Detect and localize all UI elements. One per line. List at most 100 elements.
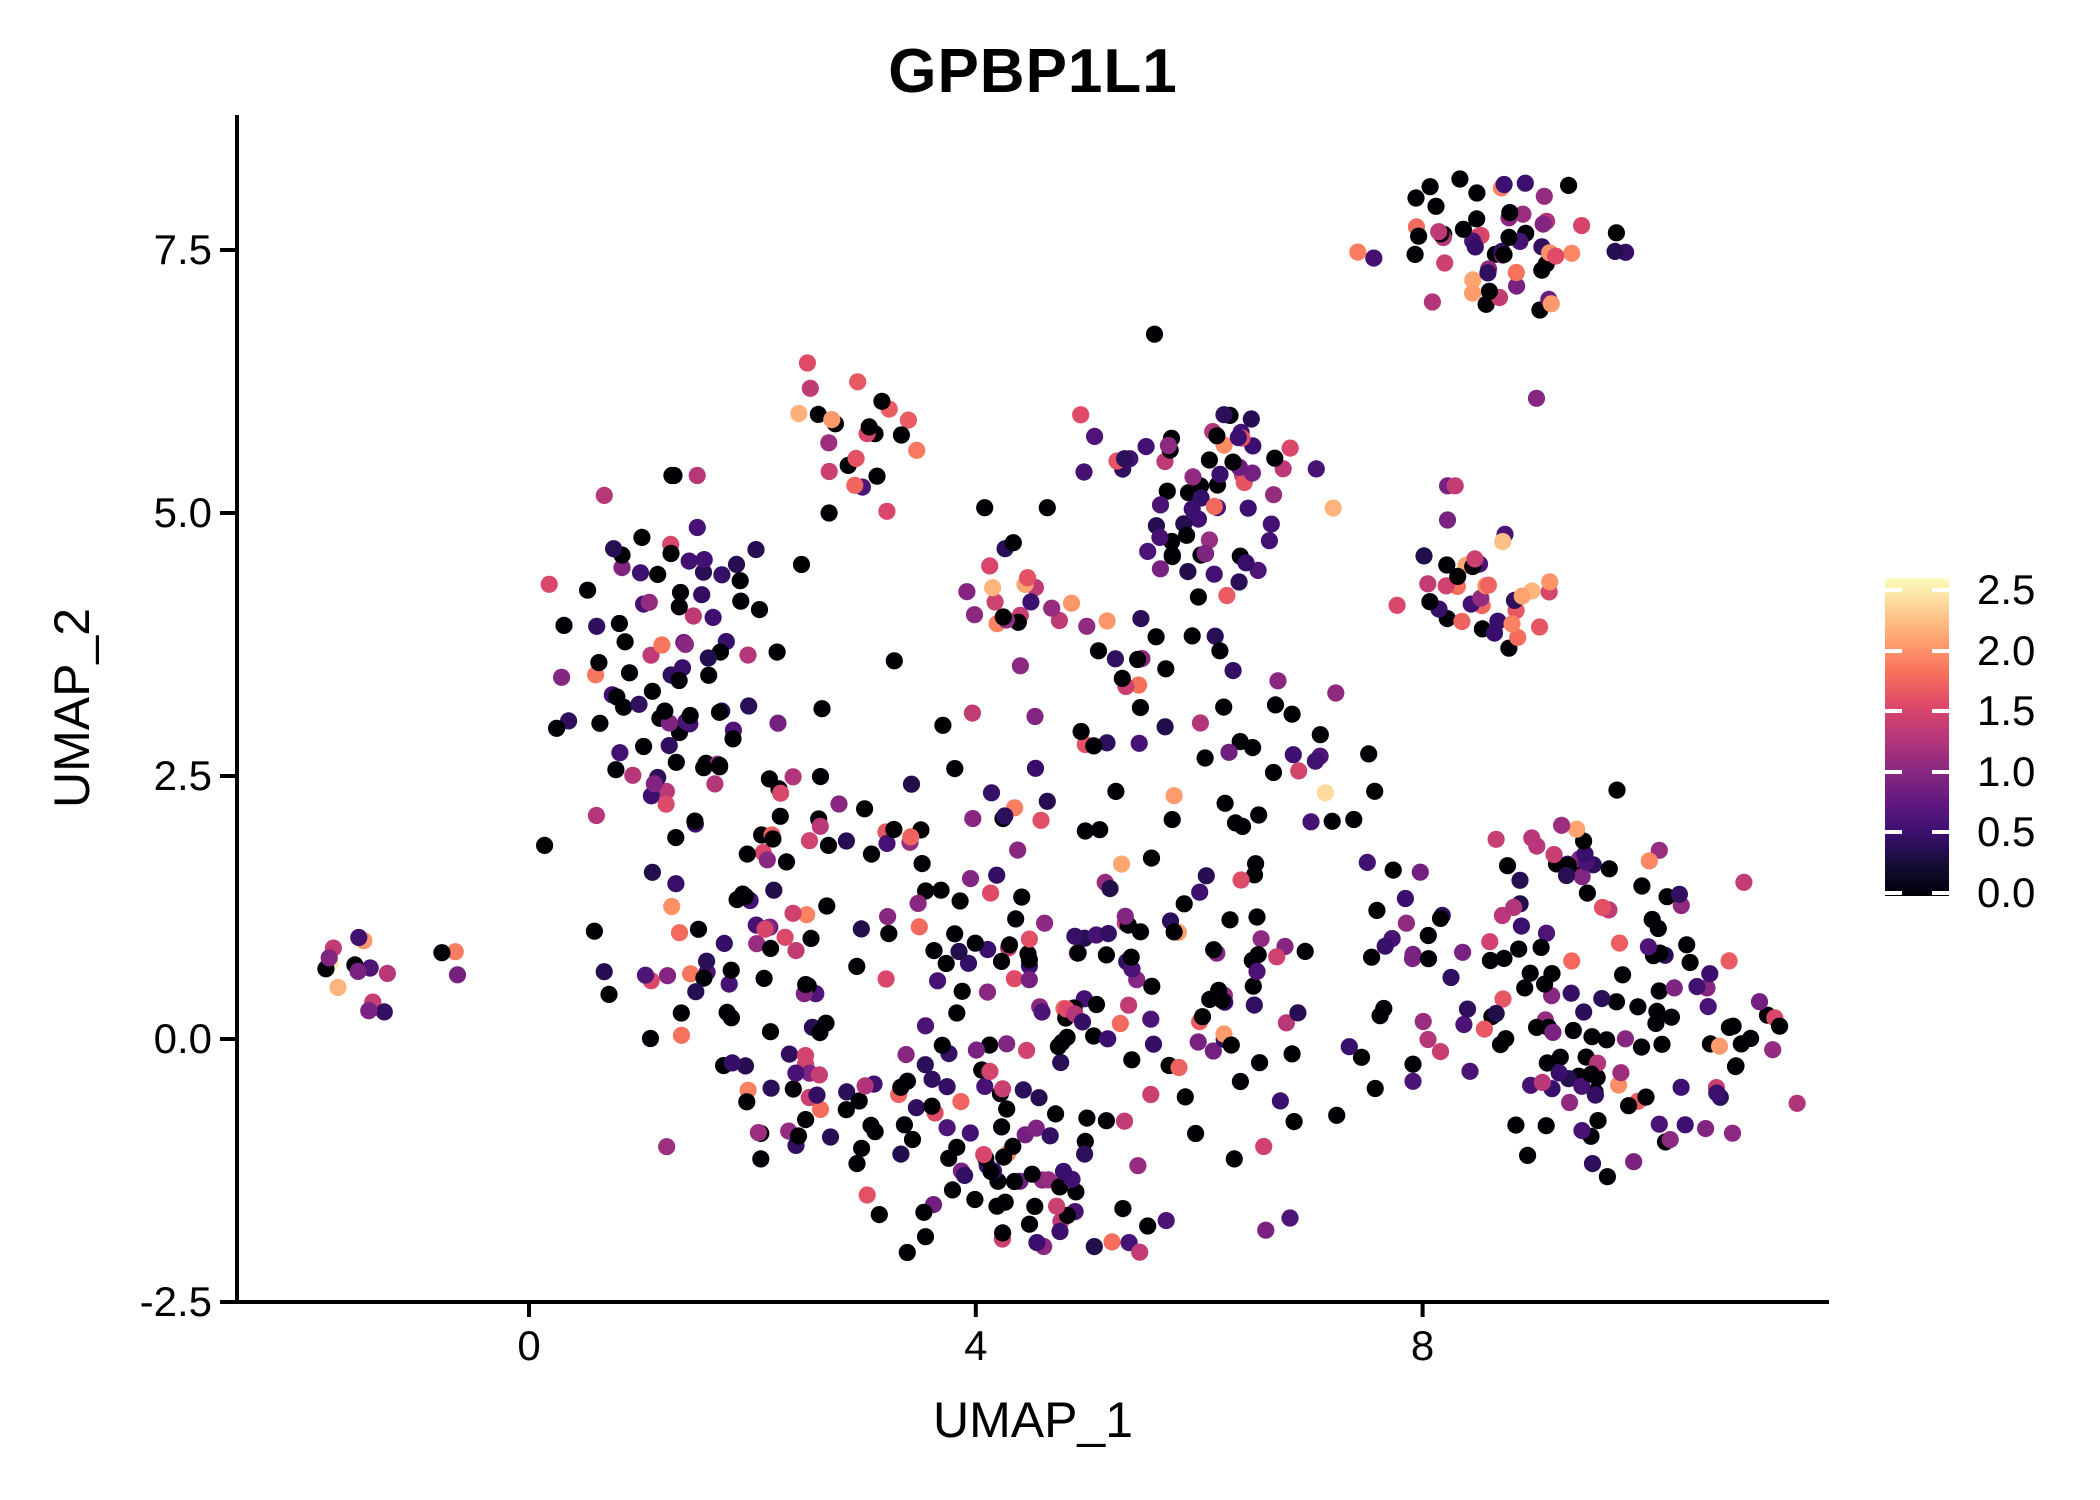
- cell-point: [320, 949, 338, 967]
- cell-point: [1285, 1113, 1303, 1131]
- cell-point: [938, 1078, 956, 1096]
- cell-point: [1511, 871, 1529, 889]
- cell-point: [1607, 224, 1625, 242]
- cell-point: [1430, 223, 1448, 241]
- cell-point: [448, 966, 467, 984]
- cell-point: [1103, 1233, 1121, 1251]
- colorbar-tick-label: 1.0: [1977, 747, 2036, 795]
- cell-point: [880, 925, 898, 943]
- cell-point: [349, 962, 367, 981]
- cell-point: [1495, 949, 1513, 968]
- cell-point: [724, 730, 742, 748]
- cell-point: [687, 983, 705, 1001]
- cell-point: [965, 606, 984, 624]
- colorbar-tick-mark: [1885, 891, 1902, 895]
- cell-point: [953, 982, 971, 1000]
- cell-point: [1534, 215, 1552, 233]
- cell-point: [1284, 746, 1302, 764]
- cell-point: [657, 795, 675, 813]
- cell-point: [790, 404, 808, 423]
- cell-point: [1421, 178, 1439, 196]
- cell-point: [1560, 176, 1578, 194]
- cell-point: [631, 564, 650, 582]
- cell-point: [694, 563, 713, 581]
- cell-point: [446, 943, 464, 961]
- cell-point: [1197, 867, 1215, 885]
- cell-point: [1485, 624, 1504, 642]
- cell-point: [672, 1004, 690, 1022]
- cell-point: [1625, 1153, 1643, 1171]
- cell-point: [1396, 889, 1414, 908]
- cell-point: [1244, 977, 1262, 995]
- cell-point: [695, 969, 713, 987]
- cell-point: [1106, 650, 1124, 668]
- cell-point: [1547, 247, 1565, 265]
- cell-point: [1159, 436, 1177, 455]
- cell-point: [1183, 627, 1201, 645]
- cell-point: [821, 1128, 840, 1146]
- cell-point: [1205, 565, 1223, 583]
- cell-point: [925, 942, 943, 960]
- cell-point: [1563, 244, 1581, 262]
- cell-point: [988, 1197, 1006, 1215]
- cell-point: [1583, 1028, 1601, 1046]
- cell-point: [643, 682, 662, 700]
- cell-point: [1260, 532, 1278, 550]
- cell-point: [1018, 1041, 1036, 1059]
- cell-point: [1038, 792, 1056, 810]
- cell-point: [670, 598, 688, 616]
- cell-point: [1142, 849, 1161, 867]
- cell-point: [329, 978, 347, 997]
- cell-point: [771, 807, 789, 825]
- cell-point: [1404, 1055, 1422, 1073]
- cell-point: [1640, 852, 1658, 870]
- cell-point: [1200, 451, 1218, 469]
- cell-point: [1156, 718, 1174, 736]
- cell-point: [1419, 926, 1437, 945]
- cell-point: [1237, 554, 1255, 572]
- cell-point: [1455, 1015, 1473, 1034]
- cell-point: [1247, 855, 1265, 873]
- cell-point: [1468, 184, 1486, 202]
- cell-point: [1099, 1030, 1117, 1048]
- cell-point: [1639, 938, 1657, 956]
- cell-point: [738, 1093, 756, 1111]
- cell-point: [1058, 1028, 1076, 1046]
- cell-point: [1468, 210, 1486, 228]
- cell-point: [797, 976, 815, 994]
- cell-point: [665, 466, 683, 485]
- cell-point: [1231, 1072, 1249, 1091]
- cell-point: [1480, 282, 1498, 300]
- cell-point: [1243, 464, 1261, 482]
- cell-point: [765, 881, 783, 899]
- cell-point: [1545, 846, 1563, 864]
- cell-point: [1576, 845, 1594, 863]
- cell-point: [1101, 880, 1119, 898]
- cell-point: [1004, 534, 1022, 552]
- cell-point: [1107, 782, 1125, 801]
- cell-point: [640, 593, 658, 611]
- cell-point: [1023, 1165, 1041, 1183]
- cell-point: [1723, 1124, 1742, 1142]
- cell-point: [761, 1023, 780, 1041]
- cell-point: [1475, 1020, 1493, 1038]
- cell-point: [1701, 965, 1719, 983]
- cell-point: [1495, 246, 1513, 264]
- cell-point: [948, 1004, 966, 1022]
- cell-point: [903, 1130, 922, 1149]
- cell-point: [1129, 650, 1147, 669]
- cell-point: [1466, 238, 1484, 256]
- cell-point: [801, 379, 819, 397]
- cell-point: [715, 934, 733, 953]
- cell-point: [1144, 1035, 1163, 1053]
- colorbar-tick-mark: [1932, 891, 1949, 895]
- cell-point: [1268, 948, 1286, 966]
- cell-point: [963, 704, 982, 722]
- cell-point: [938, 1119, 956, 1137]
- cell-point: [937, 954, 955, 973]
- cell-point: [1583, 1155, 1602, 1173]
- cell-point: [879, 908, 897, 926]
- cell-point: [1563, 952, 1581, 970]
- cell-point: [1366, 1079, 1384, 1098]
